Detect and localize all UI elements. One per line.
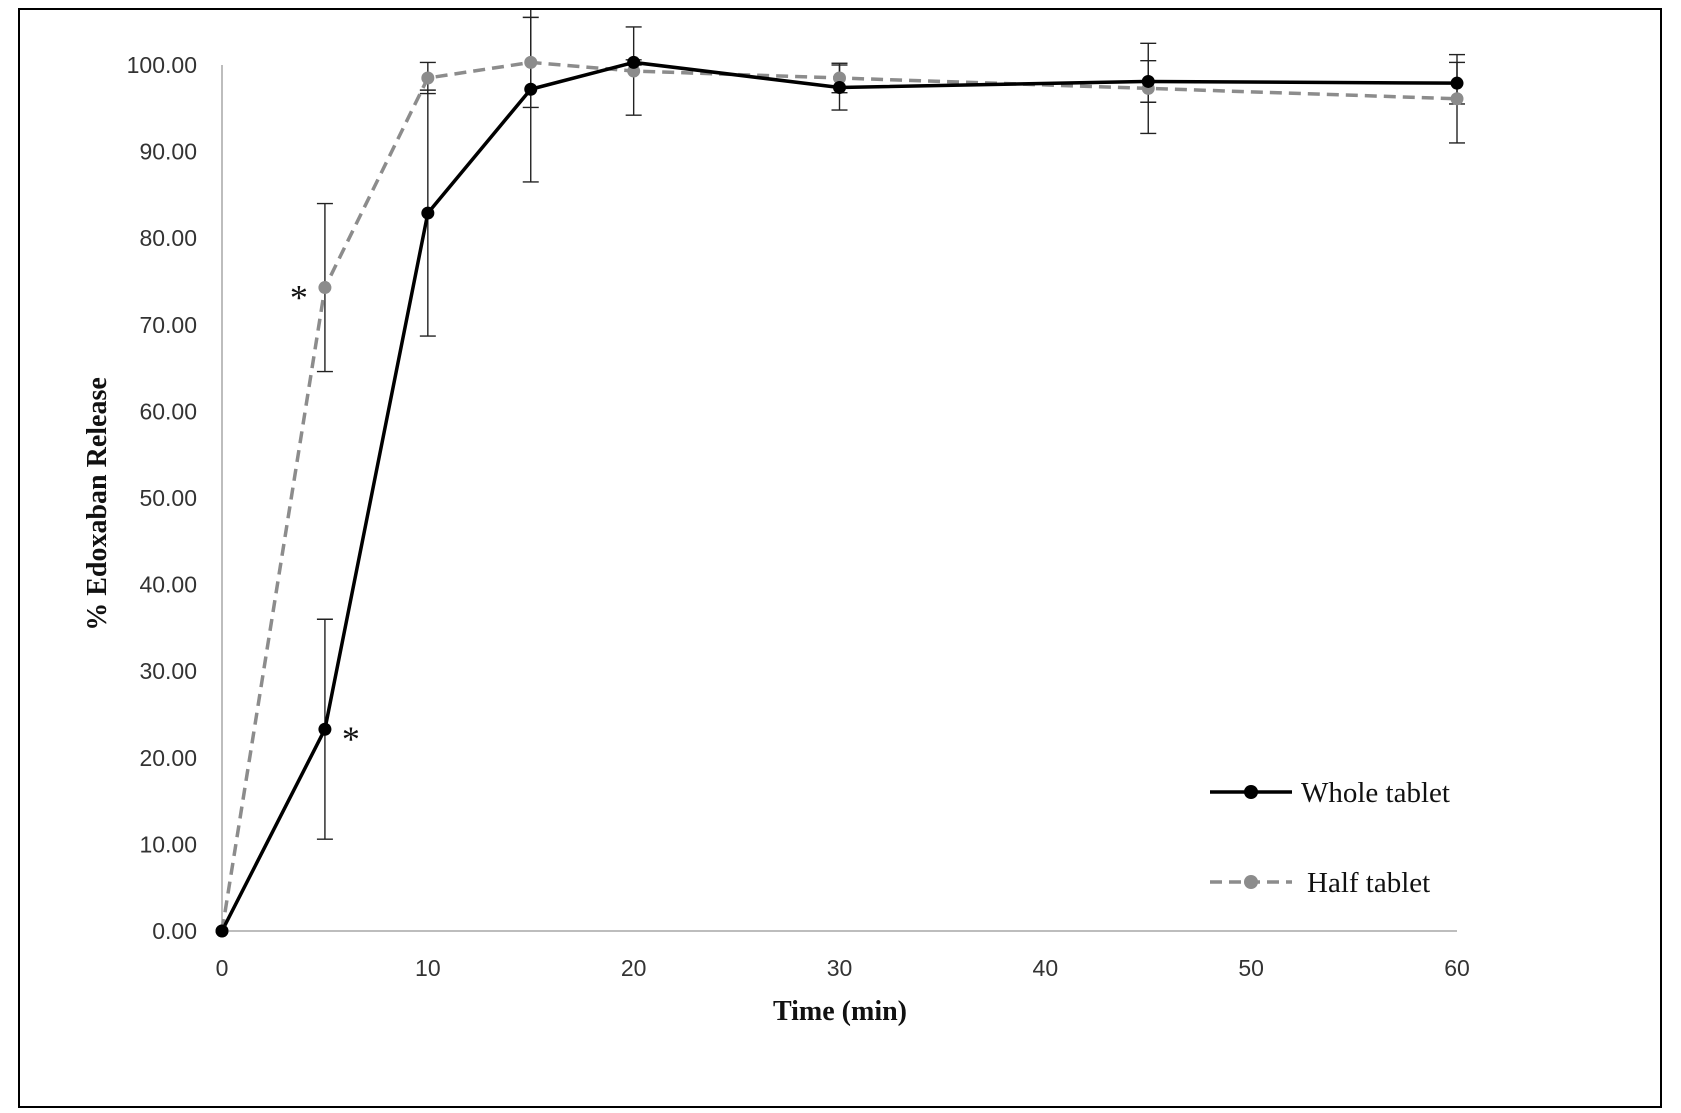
axes [221,65,1457,932]
y-tick-label: 10.00 [139,831,197,857]
point-whole-tablet [627,55,641,69]
point-half-tablet [1450,92,1464,106]
point-half-tablet [833,71,846,85]
point-half-tablet [318,281,332,295]
x-tick-label: 60 [1444,955,1470,981]
y-tick-label: 30.00 [139,658,197,684]
y-tick-label: 90.00 [139,139,197,165]
chart: 0.00 10.00 20.00 30.00 40.00 50.00 60.00 70.00 8… [82,10,1470,1027]
significance-asterisk: * [290,278,308,318]
y-tick-label: 50.00 [139,485,197,511]
series-line-half-tablet [220,60,1458,932]
x-tick-label: 40 [1033,955,1059,981]
series-line-whole-tablet [220,60,1458,932]
y-tick-label: 70.00 [139,312,197,338]
point-whole-tablet [215,924,229,938]
legend-label-whole: Whole tablet [1301,777,1450,809]
x-tick-label: 30 [827,955,853,981]
legend-marker-whole [1244,785,1258,799]
y-axis-title: % Edoxaban Release [82,377,113,631]
y-tick-label: 40.00 [139,572,197,598]
annotations: ** [290,278,360,760]
point-half-tablet [421,71,435,85]
point-half-tablet [524,55,538,69]
point-whole-tablet [1141,74,1155,88]
x-tick-label: 10 [415,955,441,981]
x-tick-label: 0 [216,955,229,981]
error-bars [316,10,1465,840]
series-lines [220,60,1458,932]
x-axis-title: Time (min) [773,996,907,1027]
point-whole-tablet [1450,76,1464,90]
legend: Whole tablet Half tablet [1210,777,1450,899]
y-tick-label: 0.00 [152,918,197,944]
y-tick-label: 60.00 [139,398,197,424]
x-tick-labels: 0 10 20 30 40 50 60 [216,955,1470,981]
y-tick-label: 20.00 [139,745,197,771]
point-whole-tablet [524,82,538,96]
significance-asterisk: * [342,719,360,759]
point-whole-tablet [318,722,332,736]
y-tick-labels: 0.00 10.00 20.00 30.00 40.00 50.00 60.00 70.00 8… [127,52,197,944]
figure-frame: 0.00 10.00 20.00 30.00 40.00 50.00 60.00 70.00 8… [18,8,1662,1108]
point-whole-tablet [421,206,435,220]
x-tick-label: 50 [1238,955,1264,981]
legend-marker-half [1244,875,1258,889]
data-points [215,55,1464,938]
x-tick-label: 20 [621,955,647,981]
legend-label-half: Half tablet [1307,867,1430,899]
y-tick-label: 80.00 [139,225,197,251]
point-whole-tablet [833,81,846,95]
y-tick-label: 100.00 [127,52,197,78]
